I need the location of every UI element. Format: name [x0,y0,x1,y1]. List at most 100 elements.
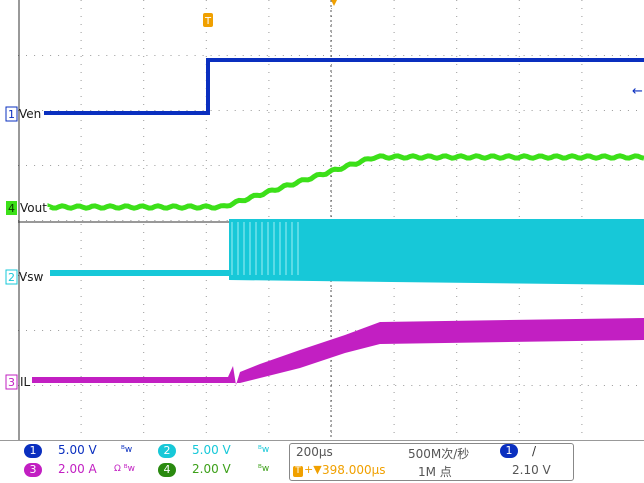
grid-dot [547,385,549,386]
grid-dot [581,344,583,345]
trigger-offset-icon: T [293,466,303,477]
grid-dot [290,110,292,111]
grid-dot [443,110,445,111]
grid-dot [499,110,501,111]
grid-dot [90,330,92,331]
ch4-scale[interactable]: 2.00 V [192,462,231,476]
ch1-badge[interactable]: 1 [24,444,42,458]
ch3-marker[interactable]: 3 [5,374,18,390]
trigger-position-marker[interactable]: T [203,13,213,27]
grid-dot [268,344,270,345]
grid-dot [393,16,395,17]
grid-dot [555,55,557,56]
ch4-badge[interactable]: 4 [158,463,176,477]
grid-dot [456,400,458,401]
grid-dot [456,320,458,321]
grid-dot [80,288,82,289]
grid-dot [419,165,421,166]
ch3-badge[interactable]: 3 [24,463,42,477]
grid-dot [355,110,357,111]
trigger-level-arrow-icon[interactable]: ← [632,84,643,99]
grid-dot [518,400,520,401]
grid-dot [531,385,533,386]
grid-dot [80,280,82,281]
grid-dot [58,385,60,386]
grid-dot [80,264,82,265]
grid-dot [58,220,60,221]
grid-dot [581,16,583,17]
grid-dot [355,330,357,331]
grid-dot [58,330,60,331]
grid-dot [393,96,395,97]
grid-dot [90,220,92,221]
timebase-panel[interactable] [289,443,574,481]
current-ohm-icon: Ω ᴮw [114,464,135,474]
grid-dot [42,55,44,56]
grid-dot [274,55,276,56]
grid-dot [563,165,565,166]
grid-dot [347,385,349,386]
grid-dot [80,416,82,417]
grid-dot [518,192,520,193]
grid-dot [90,385,92,386]
grid-dot [435,110,437,111]
grid-dot [143,400,145,401]
grid-dot [268,216,270,217]
trigger-level[interactable]: 2.10 V [512,463,551,477]
grid-dot [268,312,270,313]
grid-dot [387,385,389,386]
grid-dot [146,330,148,331]
grid-dot [507,165,509,166]
grid-dot [523,385,525,386]
trigger-offset[interactable]: 398.000µs [322,463,386,477]
grid-dot [50,55,52,56]
grid-dot [242,330,244,331]
grid-dot [80,352,82,353]
grid-dot [491,165,493,166]
grid-dot [581,200,583,201]
ch2-marker[interactable]: 2 [5,269,18,285]
grid-dot [143,192,145,193]
grid-dot [268,320,270,321]
grid-dot [80,48,82,49]
horizontal-scale[interactable]: 200µs [296,445,333,459]
ch4-marker[interactable]: 4 [6,201,17,215]
grid-dot [143,48,145,49]
ch1-marker[interactable]: 1 [5,106,18,122]
grid-dot [456,160,458,161]
grid-dot [581,208,583,209]
grid-dot [154,165,156,166]
grid-dot [456,184,458,185]
grid-dot [435,385,437,386]
grid-dot [298,165,300,166]
ch3-scale[interactable]: 2.00 A [58,462,97,476]
grid-dot [143,408,145,409]
ch2-scale[interactable]: 5.00 V [192,443,231,457]
grid-dot [74,330,76,331]
grid-dot [523,165,525,166]
grid-dot [268,200,270,201]
grid-dot [395,110,397,111]
grid-dot [587,385,589,386]
grid-dot [393,40,395,41]
grid-dot [34,165,36,166]
grid-dot [290,55,292,56]
grid-dot [274,330,276,331]
grid-dot [387,110,389,111]
grid-dot [611,55,613,56]
ch1-scale[interactable]: 5.00 V [58,443,97,457]
grid-dot [80,384,82,385]
grid-dot [143,432,145,433]
grid-dot [581,432,583,433]
grid-dot [205,408,207,409]
grid-dot [456,312,458,313]
grid-dot [518,200,520,201]
trigger-source-badge[interactable]: 1 [500,444,518,458]
ch2-badge[interactable]: 2 [158,444,176,458]
grid-dot [268,168,270,169]
trigger-marker-letter: T [204,16,212,27]
grid-dot [518,8,520,9]
grid-dot [178,220,180,221]
grid-dot [80,392,82,393]
